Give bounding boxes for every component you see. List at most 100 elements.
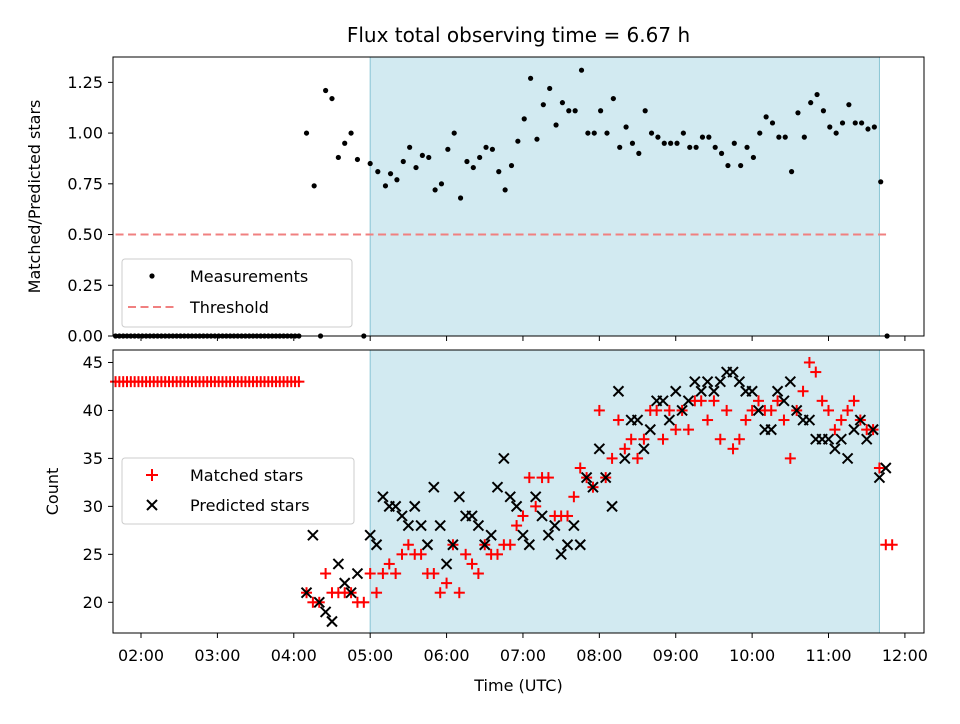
predicted-star-point (300, 587, 313, 599)
predicted-star-point (676, 404, 688, 417)
predicted-star-point (829, 443, 841, 455)
measurement-point (674, 140, 680, 146)
matched-star-point (460, 548, 472, 560)
matched-star-point (810, 366, 822, 378)
measurement-point (419, 152, 425, 159)
bottom-y-tick-label: 45 (83, 353, 103, 372)
measurement-point (725, 162, 731, 169)
predicted-star-point (523, 539, 536, 551)
chart-title: Flux total observing time = 6.67 h (347, 23, 690, 47)
predicted-star-point (714, 375, 727, 388)
matched-star-point (523, 472, 535, 484)
matched-star-point (415, 548, 427, 560)
predicted-star-point (771, 385, 784, 397)
predicted-star-point (701, 375, 714, 388)
predicted-star-point (453, 491, 466, 503)
legend-measurements-marker (149, 273, 155, 279)
top-x-ticks (140, 336, 906, 341)
matched-star-point (714, 433, 726, 445)
predicted-star-point (867, 423, 879, 436)
measurement-point (464, 158, 470, 165)
predicted-star-point (574, 539, 586, 551)
predicted-star-point (708, 385, 720, 397)
predicted-star-point (638, 443, 650, 455)
matched-star-point (542, 472, 554, 484)
measurement-point (329, 95, 335, 102)
measurement-point (585, 130, 591, 136)
measurement-point (769, 120, 776, 126)
measurement-point (375, 169, 381, 175)
matched-star-point (562, 510, 574, 522)
matched-star-point (606, 452, 618, 464)
predicted-star-point (409, 500, 421, 513)
predicted-star-point (332, 558, 345, 570)
top-legend: Measurements Threshold (121, 258, 353, 328)
top-panel: 0.00 0.25 0.50 0.75 1.00 1.25 Flux total obse… (25, 23, 925, 346)
measurement-point (348, 130, 354, 136)
measurement-point (598, 108, 604, 114)
predicted-star-point (319, 606, 332, 618)
top-y-axis-label: Matched/Predicted stars (25, 100, 44, 294)
x-tick-label: 02:00 (118, 646, 164, 665)
measurement-point (661, 140, 667, 146)
x-tick-label: 06:00 (424, 646, 470, 665)
matched-star-point (651, 404, 663, 416)
measurement-point (859, 120, 865, 126)
matched-star-point (829, 424, 841, 436)
measurement-point (750, 154, 756, 161)
measurement-point (642, 108, 648, 114)
predicted-star-point (415, 519, 427, 532)
predicted-star-point (377, 491, 389, 503)
predicted-star-point (784, 375, 797, 388)
matched-star-point (377, 568, 389, 580)
measurement-point (878, 179, 884, 185)
predicted-star-point (472, 519, 485, 532)
predicted-star-point (339, 577, 351, 589)
x-tick-label: 05:00 (347, 646, 393, 665)
measurement-point (827, 124, 833, 130)
matched-star-point (772, 395, 784, 407)
measurement-point (367, 160, 373, 167)
predicted-star-point (517, 529, 529, 541)
matched-star-point (702, 414, 714, 426)
measurement-point (738, 162, 744, 169)
measurement-point (833, 130, 839, 136)
measurement-point (839, 120, 846, 126)
measurement-point (820, 108, 827, 114)
matched-star-point (619, 443, 631, 455)
measurement-point (489, 146, 496, 152)
measurement-point (400, 158, 406, 165)
measurement-point (648, 130, 655, 136)
measurement-point (591, 130, 597, 136)
matched-star-point (491, 548, 503, 560)
measurement-point (534, 136, 540, 142)
measurement-point (808, 100, 814, 106)
matched-star-point (453, 587, 465, 599)
predicted-star-point (727, 366, 739, 378)
measurement-point (610, 95, 616, 102)
matched-star-point (441, 577, 453, 589)
measurement-point (744, 144, 750, 150)
measurement-point (438, 181, 445, 187)
x-tick-label: 08:00 (576, 646, 622, 665)
top-axes-frame (112, 56, 925, 337)
predicted-star-point (606, 500, 618, 513)
matched-star-point (568, 491, 580, 503)
matched-star-point (816, 395, 828, 407)
legend-predicted-marker (146, 499, 158, 511)
legend-measurements-label: Measurements (190, 267, 308, 286)
measurement-point (527, 75, 534, 81)
legend-predicted-label: Predicted stars (190, 496, 310, 515)
x-tick-label: 04:00 (271, 646, 317, 665)
matched-star-point (727, 443, 739, 455)
matched-star-point (733, 433, 745, 445)
predicted-star-point (370, 539, 383, 551)
predicted-star-point (479, 539, 491, 551)
matched-star-point (364, 568, 376, 580)
measurement-point (451, 130, 457, 136)
matched-star-point (803, 356, 815, 368)
measurement-point (502, 187, 508, 193)
predicted-star-point (561, 539, 574, 551)
matched-star-point (695, 395, 707, 407)
